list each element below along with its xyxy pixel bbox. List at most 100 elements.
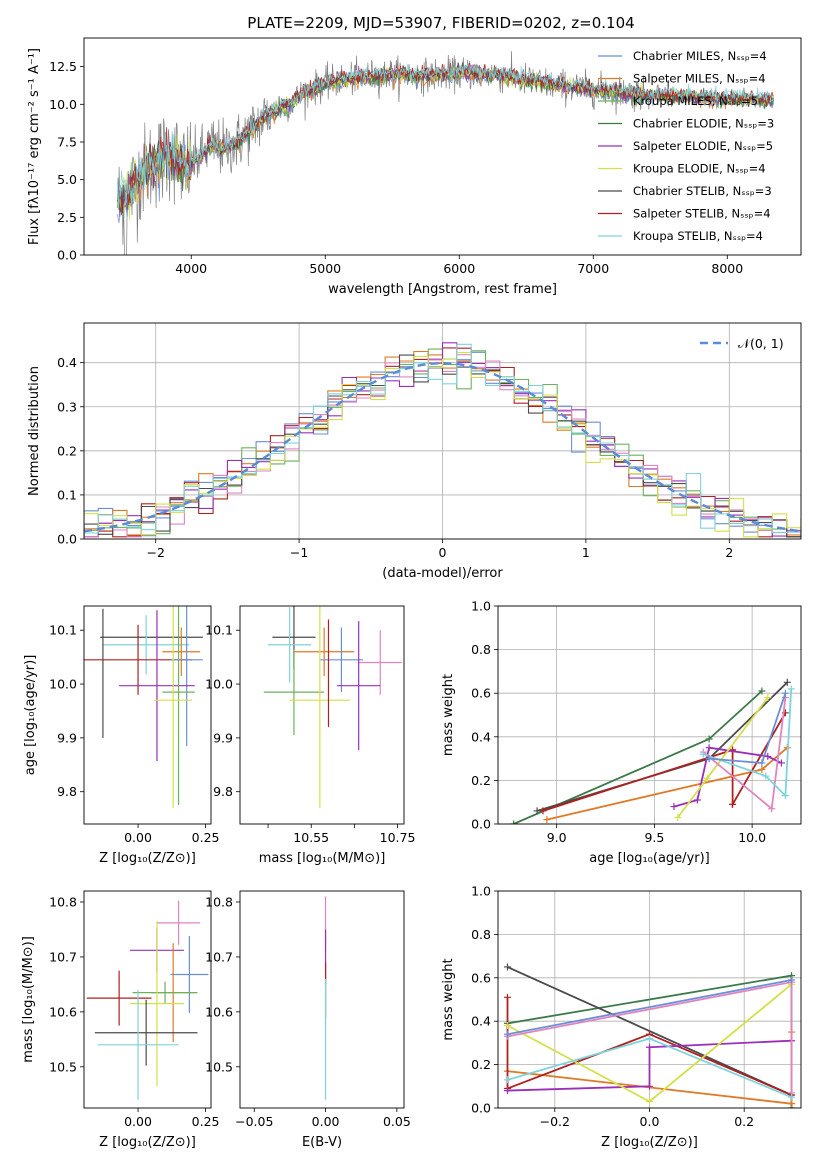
weight-vs-age-ytick-label: 0.4 xyxy=(471,729,491,744)
spectrum-xtick-label: 6000 xyxy=(443,261,475,276)
weight-vs-age-ytick-label: 0.0 xyxy=(471,817,491,832)
age-vs-Z-ylabel: age [log₁₀(age/yr)] xyxy=(23,655,38,776)
mass-vs-Z-ylabel: mass [log₁₀(M/M⊙)] xyxy=(21,936,36,1063)
observed-spectrum-line xyxy=(117,51,650,255)
legend-entry: Kroupa MILES, Nₛₛₚ=5 xyxy=(633,94,758,108)
weight-vs-Z-xtick-label: 0.0 xyxy=(640,1114,660,1129)
weight-vs-age-ytick-label: 0.2 xyxy=(471,773,491,788)
weight-point-marker xyxy=(533,807,541,815)
legend-entry: Kroupa ELODIE, Nₛₛₚ=4 xyxy=(633,162,766,176)
spectrum-xtick-label: 4000 xyxy=(175,261,207,276)
weight-series-line xyxy=(677,697,769,819)
weight-point-marker xyxy=(699,750,707,758)
weight-point-marker xyxy=(781,792,789,800)
weight-vs-Z-ytick-label: 0.4 xyxy=(471,1014,491,1029)
age-vs-mass-xlabel: mass [log₁₀(M/M⊙)] xyxy=(259,851,386,866)
weight-point-marker xyxy=(729,800,737,808)
weight-vs-age-xtick-label: 10.0 xyxy=(738,830,766,845)
weight-point-marker xyxy=(503,1022,511,1030)
weight-series-line xyxy=(513,690,763,824)
mass-vs-EBV-axes-frame xyxy=(239,890,405,1109)
histogram-step-line xyxy=(84,343,801,536)
age-vs-Z-xtick-label: 0.25 xyxy=(192,830,220,845)
residual-histogram-xtick-label: −2 xyxy=(146,545,164,560)
age-vs-Z-ytick-label: 10.0 xyxy=(49,677,77,692)
mass-vs-Z-ytick-label: 10.8 xyxy=(49,894,77,909)
weight-series-line xyxy=(507,979,792,1036)
weight-series-line xyxy=(506,997,792,1096)
weight-point-marker xyxy=(539,807,547,815)
spectrum-ytick-label: 12.5 xyxy=(49,59,77,74)
age-vs-mass-ytick-label: 10.0 xyxy=(205,677,233,692)
age-vs-Z-ytick-label: 9.9 xyxy=(57,730,77,745)
weight-point-marker xyxy=(705,755,713,763)
age-vs-Z-xlabel: Z [log₁₀(Z/Z⊙)] xyxy=(99,851,196,866)
spectrum-ylabel: Flux [fλ10⁻¹⁷ erg cm⁻² s⁻¹ A⁻¹] xyxy=(27,48,42,245)
mass-vs-EBV-ytick-label: 10.7 xyxy=(205,949,233,964)
weight-vs-Z-xtick-label: 0.2 xyxy=(734,1114,754,1129)
spectrum-plot-area xyxy=(117,51,775,255)
residual-histogram-ylabel: Normed distribution xyxy=(27,366,42,496)
mass-vs-EBV-xtick-label: 0.05 xyxy=(383,1114,411,1129)
mass-vs-Z-xtick-label: 0.25 xyxy=(192,1114,220,1129)
weight-point-marker xyxy=(788,1093,796,1101)
spectrum-ytick-label: 2.5 xyxy=(57,210,77,225)
weight-point-marker xyxy=(693,796,701,804)
age-vs-mass-xtick-label: 10.55 xyxy=(293,830,329,845)
weight-point-marker xyxy=(674,813,682,821)
weight-vs-Z-ytick-label: 0.0 xyxy=(471,1101,491,1116)
residual-histogram-ytick-label: 0.4 xyxy=(57,355,77,370)
mass-vs-EBV-xlabel: E(B-V) xyxy=(302,1135,342,1150)
mass-vs-EBV-ytick-label: 10.5 xyxy=(205,1059,233,1074)
residual-histogram-xtick-label: 0 xyxy=(439,545,447,560)
legend-entry: Salpeter MILES, Nₛₛₚ=4 xyxy=(633,72,766,86)
weight-vs-age-ytick-label: 0.8 xyxy=(471,642,491,657)
residual-histogram-ytick-label: 0.2 xyxy=(57,443,77,458)
spectrum-xtick-label: 5000 xyxy=(309,261,341,276)
age-vs-Z-axes-frame xyxy=(83,605,212,825)
legend-entry: Kroupa STELIB, Nₛₛₚ=4 xyxy=(633,229,763,243)
mass-vs-Z-xlabel: Z [log₁₀(Z/Z⊙)] xyxy=(99,1135,196,1150)
age-vs-mass-plot-area xyxy=(263,606,402,808)
mass-vs-Z-ytick-label: 10.7 xyxy=(49,949,77,964)
weight-point-marker xyxy=(764,752,772,760)
legend-entry: 𝒩(0, 1) xyxy=(738,336,784,351)
mass-vs-Z-xtick-label: 0.00 xyxy=(124,1114,152,1129)
age-vs-Z-ytick-label: 9.8 xyxy=(57,784,77,799)
legend-entry: Chabrier STELIB, Nₛₛₚ=3 xyxy=(633,184,772,198)
mass-vs-EBV-xtick-label: 0.00 xyxy=(312,1114,340,1129)
weight-vs-Z-xlabel: Z [log₁₀(Z/Z⊙)] xyxy=(601,1135,698,1150)
weight-point-marker xyxy=(762,772,770,780)
weight-point-marker xyxy=(646,1043,653,1051)
weight-point-marker xyxy=(503,1076,511,1084)
weight-vs-Z-ytick-label: 0.6 xyxy=(471,970,491,985)
weight-vs-Z-ytick-label: 0.8 xyxy=(471,927,491,942)
age-vs-Z-plot-area xyxy=(84,606,203,808)
spectrum-ytick-label: 10.0 xyxy=(49,97,77,112)
age-vs-mass-axes-frame xyxy=(239,605,405,825)
weight-point-marker xyxy=(705,735,713,743)
spectrum-ytick-label: 0.0 xyxy=(57,248,77,263)
mass-vs-Z-axes-frame xyxy=(83,890,212,1109)
spectrum-ytick-label: 7.5 xyxy=(57,134,77,149)
weight-point-marker xyxy=(758,687,766,695)
residual-histogram-xtick-label: −1 xyxy=(290,545,308,560)
weight-vs-age-axes-frame xyxy=(497,605,802,825)
weight-point-marker xyxy=(781,689,789,697)
weight-point-marker xyxy=(787,685,795,693)
weight-point-marker xyxy=(703,774,711,782)
weight-point-marker xyxy=(503,1087,511,1095)
age-vs-Z-ytick-label: 10.1 xyxy=(49,623,77,638)
weight-vs-age-ytick-label: 0.6 xyxy=(471,686,491,701)
legend-entry: Salpeter ELODIE, Nₛₛₚ=5 xyxy=(633,139,773,153)
legend-entry: Chabrier MILES, Nₛₛₚ=4 xyxy=(633,49,767,63)
weight-point-marker xyxy=(510,820,518,824)
model-spectrum-line xyxy=(117,63,775,211)
weight-point-marker xyxy=(646,1082,653,1090)
weight-vs-age-xtick-label: 9.0 xyxy=(547,830,567,845)
spectrum-xtick-label: 7000 xyxy=(577,261,609,276)
spectrum-ytick-label: 5.0 xyxy=(57,172,77,187)
legend-entry: Salpeter STELIB, Nₛₛₚ=4 xyxy=(633,207,771,221)
mass-vs-Z-ytick-label: 10.5 xyxy=(49,1059,77,1074)
normal-reference-curve xyxy=(84,361,801,533)
